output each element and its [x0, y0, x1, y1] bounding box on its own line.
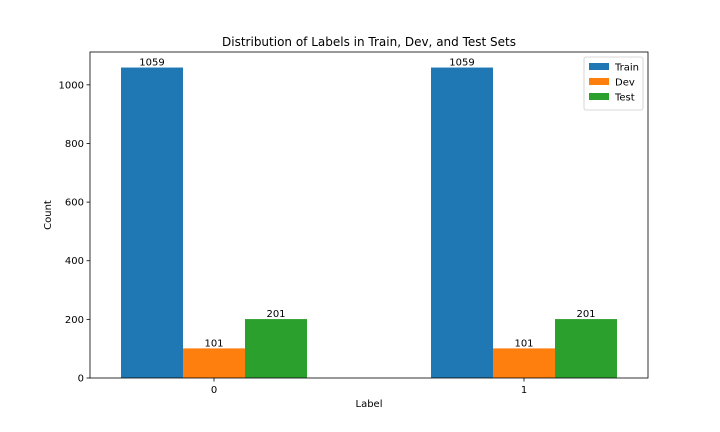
bar-train-0	[121, 67, 183, 378]
y-axis-label: Count	[43, 200, 54, 230]
legend-swatch-dev	[589, 78, 609, 85]
x-tick-label: 0	[211, 385, 217, 396]
plot-frame	[89, 51, 649, 379]
x-tick-label: 1	[521, 385, 527, 396]
legend-swatch-test	[589, 93, 609, 100]
data-label-test-0: 201	[266, 309, 285, 320]
bar-test-0	[245, 319, 307, 378]
legend-label-test: Test	[614, 93, 635, 104]
data-label-dev-1: 101	[514, 338, 533, 349]
y-tick-label: 800	[65, 139, 84, 150]
data-labels-group: 1059 101 201 1059 101 201	[139, 58, 595, 350]
legend: Train Dev Test	[583, 56, 644, 111]
data-label-train-1: 1059	[449, 58, 474, 69]
data-label-train-0: 1059	[139, 58, 164, 69]
y-tick-label: 1000	[59, 80, 84, 91]
bar-train-1	[431, 67, 493, 378]
bar-dev-1	[493, 348, 555, 378]
bar-dev-0	[183, 348, 245, 378]
y-axis: 0 200 400 600 800 1000	[59, 80, 90, 385]
legend-label-dev: Dev	[615, 78, 635, 89]
y-tick-label: 600	[65, 198, 84, 209]
y-tick-label: 200	[65, 315, 84, 326]
data-label-dev-0: 101	[204, 338, 223, 349]
chart-title: Distribution of Labels in Train, Dev, an…	[222, 35, 516, 49]
bars-group	[121, 67, 617, 378]
data-label-test-1: 201	[576, 309, 595, 320]
y-tick-label: 400	[65, 256, 84, 267]
legend-swatch-train	[589, 63, 609, 70]
y-tick-label: 0	[78, 374, 84, 385]
x-axis-label: Label	[356, 399, 383, 410]
legend-label-train: Train	[614, 63, 639, 74]
bar-test-1	[555, 319, 617, 378]
